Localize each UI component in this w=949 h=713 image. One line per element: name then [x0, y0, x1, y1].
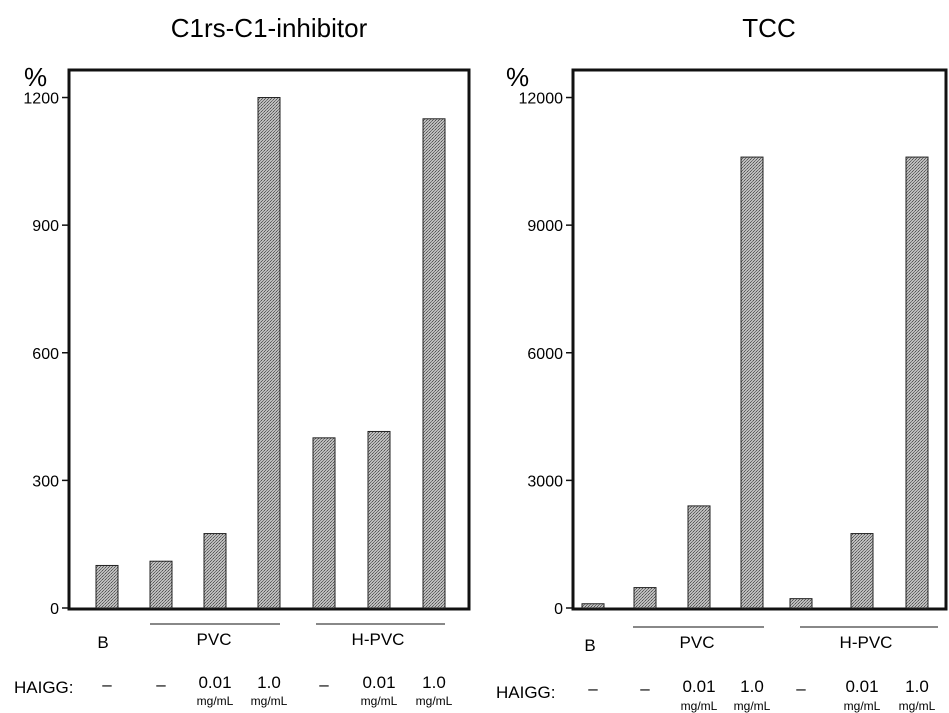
haigg-row-label: HAIGG:	[496, 683, 556, 702]
y-axis-label: %	[506, 62, 529, 92]
bar-1	[633, 587, 657, 609]
panel-c1rs: C1rs-C1-inhibitor % 0 300 600 900 1200 B PVC…	[14, 13, 471, 708]
y-tick-label: 9000	[527, 218, 563, 235]
haigg-unit: mg/mL	[681, 699, 718, 713]
haigg-value: 0.01	[845, 677, 878, 696]
haigg-value: –	[640, 679, 650, 698]
bar-4	[312, 437, 336, 609]
group-label-h-pvc: H-PVC	[352, 630, 405, 649]
bar-6	[422, 118, 446, 609]
haigg-value: 1.0	[740, 677, 764, 696]
category-label-b: B	[97, 633, 108, 652]
haigg-value: 1.0	[422, 673, 446, 692]
haigg-value: 0.01	[682, 677, 715, 696]
haigg-value: –	[319, 675, 329, 694]
y-tick-label: 1200	[23, 91, 59, 108]
haigg-value: –	[102, 675, 112, 694]
haigg-value: –	[588, 679, 598, 698]
haigg-value: –	[796, 679, 806, 698]
haigg-value: –	[156, 675, 166, 694]
y-tick-label: 900	[32, 218, 59, 235]
haigg-value: 1.0	[257, 673, 281, 692]
bar-3	[740, 156, 764, 609]
haigg-value: 0.01	[198, 673, 231, 692]
haigg-unit: mg/mL	[197, 694, 234, 708]
y-tick-label: 300	[32, 473, 59, 490]
bar-5	[367, 430, 391, 609]
bar-1	[149, 560, 173, 609]
haigg-unit: mg/mL	[734, 699, 771, 713]
haigg-row-label: HAIGG:	[14, 678, 74, 697]
y-tick-label: 600	[32, 346, 59, 363]
y-tick-label: 6000	[527, 346, 563, 363]
panel-tcc: TCC % 0 3000 6000 9000 12000 B PVC H-PVC HAI…	[496, 13, 948, 713]
haigg-unit: mg/mL	[361, 694, 398, 708]
group-label-pvc: PVC	[197, 630, 232, 649]
chart-title: C1rs-C1-inhibitor	[171, 13, 368, 43]
bar-3	[257, 97, 281, 609]
bar-2	[203, 533, 227, 609]
bar-0	[581, 603, 605, 609]
haigg-unit: mg/mL	[251, 694, 288, 708]
plot-frame	[571, 68, 948, 611]
y-tick-label: 0	[554, 601, 563, 618]
y-tick-label: 0	[50, 601, 59, 618]
haigg-value: 0.01	[362, 673, 395, 692]
y-tick-label: 3000	[527, 473, 563, 490]
group-label-h-pvc: H-PVC	[840, 633, 893, 652]
bar-2	[687, 505, 711, 609]
y-tick-label: 12000	[519, 91, 564, 108]
y-axis-label: %	[24, 62, 47, 92]
haigg-value: 1.0	[905, 677, 929, 696]
bar-4	[789, 598, 813, 609]
bar-5	[850, 533, 874, 609]
bar-0	[95, 564, 119, 609]
plot-frame	[67, 68, 471, 611]
group-label-pvc: PVC	[680, 633, 715, 652]
haigg-unit: mg/mL	[844, 699, 881, 713]
haigg-unit: mg/mL	[899, 699, 936, 713]
category-label-b: B	[584, 636, 595, 655]
haigg-unit: mg/mL	[416, 694, 453, 708]
chart-title: TCC	[742, 13, 795, 43]
bar-6	[905, 156, 929, 609]
